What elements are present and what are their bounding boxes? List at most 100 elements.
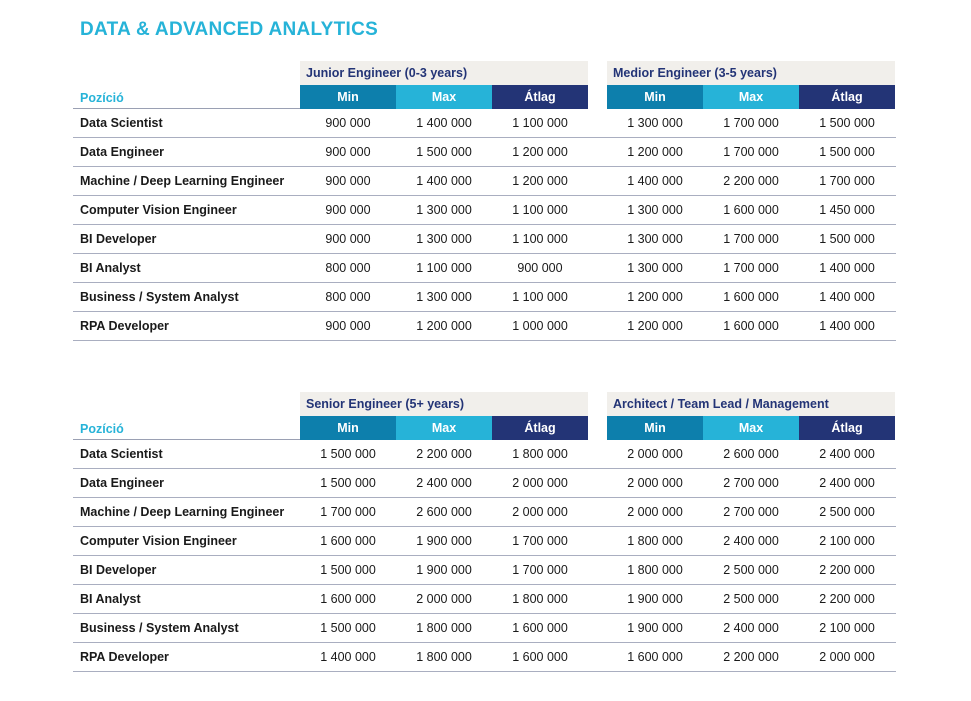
table-row: RPA Developer 900 000 1 200 000 1 000 000 1 …: [73, 312, 896, 341]
salary-cell-max: 2 500 000: [723, 563, 779, 577]
salary-cell-min: 1 500 000: [320, 447, 376, 461]
salary-cell-max: 1 200 000: [416, 319, 472, 333]
salary-cell-max: 2 400 000: [416, 476, 472, 490]
salary-cell-max: 2 400 000: [723, 621, 779, 635]
salary-cell-min: 900 000: [325, 174, 371, 188]
salary-cell-min: 1 800 000: [627, 563, 683, 577]
table-row: Computer Vision Engineer 1 600 000 1 900 0…: [73, 527, 896, 556]
salary-cell-max: 2 600 000: [416, 505, 472, 519]
salary-cell-min: 800 000: [325, 261, 371, 275]
position-name: RPA Developer: [80, 650, 169, 664]
salary-cell-avg: 2 100 000: [819, 534, 875, 548]
salary-cell-avg: 1 700 000: [819, 174, 875, 188]
table-row: Business / System Analyst 800 000 1 300 00…: [73, 283, 896, 312]
salary-cell-max: 1 500 000: [416, 145, 472, 159]
salary-cell-min: 2 000 000: [627, 505, 683, 519]
group-header: Medior Engineer (3-5 years): [607, 61, 895, 85]
salary-cell-max: 2 200 000: [723, 174, 779, 188]
salary-cell-avg: 1 000 000: [512, 319, 568, 333]
header-divider: [73, 439, 300, 440]
salary-cell-min: 1 200 000: [627, 319, 683, 333]
salary-cell-max: 2 600 000: [723, 447, 779, 461]
salary-cell-min: 1 400 000: [320, 650, 376, 664]
salary-cell-max: 2 200 000: [723, 650, 779, 664]
salary-cell-max: 2 000 000: [416, 592, 472, 606]
salary-cell-max: 2 700 000: [723, 476, 779, 490]
salary-cell-avg: 1 400 000: [819, 319, 875, 333]
salary-cell-max: 1 700 000: [723, 116, 779, 130]
table-row: Data Engineer 1 500 000 2 400 000 2 000 000…: [73, 469, 896, 498]
salary-cell-avg: 2 000 000: [512, 476, 568, 490]
position-column-header: Pozíció: [80, 91, 124, 105]
salary-cell-avg: 1 700 000: [512, 534, 568, 548]
salary-cell-avg: 2 000 000: [819, 650, 875, 664]
table-row: Machine / Deep Learning Engineer 900 000 1…: [73, 167, 896, 196]
salary-cell-max: 2 700 000: [723, 505, 779, 519]
salary-cell-min: 1 500 000: [320, 476, 376, 490]
column-header-max: Max: [396, 85, 492, 109]
table-row: Computer Vision Engineer 900 000 1 300 000…: [73, 196, 896, 225]
salary-cell-min: 1 800 000: [627, 534, 683, 548]
salary-cell-max: 1 100 000: [416, 261, 472, 275]
table-row: RPA Developer 1 400 000 1 800 000 1 600 000…: [73, 643, 896, 672]
column-header-max: Max: [703, 85, 799, 109]
salary-cell-avg: 2 100 000: [819, 621, 875, 635]
position-name: BI Developer: [80, 232, 157, 246]
page-title: DATA & ADVANCED ANALYTICS: [80, 19, 379, 40]
salary-cell-max: 1 400 000: [416, 174, 472, 188]
position-name: Data Engineer: [80, 145, 165, 159]
salary-cell-avg: 2 000 000: [512, 505, 568, 519]
table-row: BI Analyst 1 600 000 2 000 000 1 800 000 1 9…: [73, 585, 896, 614]
table-row: Data Scientist 1 500 000 2 200 000 1 800 00…: [73, 440, 896, 469]
salary-cell-min: 1 300 000: [627, 232, 683, 246]
table-body: Data Scientist 1 500 000 2 200 000 1 800 00…: [73, 440, 896, 672]
salary-cell-min: 1 600 000: [320, 592, 376, 606]
salary-cell-min: 1 200 000: [627, 145, 683, 159]
salary-cell-avg: 1 500 000: [819, 116, 875, 130]
salary-cell-min: 2 000 000: [627, 476, 683, 490]
salary-cell-avg: 1 500 000: [819, 145, 875, 159]
salary-cell-avg: 2 400 000: [819, 447, 875, 461]
position-name: Machine / Deep Learning Engineer: [80, 505, 285, 519]
column-header-min: Min: [607, 85, 703, 109]
position-name: RPA Developer: [80, 319, 169, 333]
salary-cell-max: 1 600 000: [723, 319, 779, 333]
salary-cell-max: 2 500 000: [723, 592, 779, 606]
salary-cell-avg: 1 100 000: [512, 203, 568, 217]
salary-cell-min: 1 900 000: [627, 621, 683, 635]
salary-cell-min: 1 200 000: [627, 290, 683, 304]
table-row: Data Scientist 900 000 1 400 000 1 100 000 1…: [73, 109, 896, 138]
column-header-max: Max: [703, 416, 799, 440]
salary-cell-min: 1 700 000: [320, 505, 376, 519]
salary-cell-avg: 1 600 000: [512, 621, 568, 635]
column-header-avg: Átlag: [492, 416, 588, 440]
salary-cell-min: 900 000: [325, 203, 371, 217]
salary-cell-max: 1 300 000: [416, 290, 472, 304]
table-row: Data Engineer 900 000 1 500 000 1 200 000 1 …: [73, 138, 896, 167]
salary-cell-min: 1 300 000: [627, 116, 683, 130]
table-row: Machine / Deep Learning Engineer 1 700 00…: [73, 498, 896, 527]
salary-cell-avg: 2 200 000: [819, 563, 875, 577]
salary-cell-max: 1 300 000: [416, 203, 472, 217]
salary-cell-avg: 1 800 000: [512, 447, 568, 461]
salary-cell-min: 1 500 000: [320, 621, 376, 635]
column-header-avg: Átlag: [799, 85, 895, 109]
salary-cell-max: 1 800 000: [416, 650, 472, 664]
table-row: BI Developer 1 500 000 1 900 000 1 700 000 1…: [73, 556, 896, 585]
salary-cell-min: 1 600 000: [627, 650, 683, 664]
salary-cell-max: 1 700 000: [723, 261, 779, 275]
column-header-min: Min: [607, 416, 703, 440]
column-header-avg: Átlag: [799, 416, 895, 440]
position-name: BI Analyst: [80, 261, 141, 275]
position-name: BI Developer: [80, 563, 157, 577]
salary-cell-avg: 1 600 000: [512, 650, 568, 664]
salary-cell-min: 2 000 000: [627, 447, 683, 461]
position-name: Computer Vision Engineer: [80, 203, 237, 217]
position-name: Business / System Analyst: [80, 290, 239, 304]
salary-cell-avg: 1 800 000: [512, 592, 568, 606]
salary-cell-min: 1 600 000: [320, 534, 376, 548]
salary-cell-avg: 1 200 000: [512, 145, 568, 159]
column-header-min: Min: [300, 85, 396, 109]
salary-cell-avg: 1 200 000: [512, 174, 568, 188]
position-name: BI Analyst: [80, 592, 141, 606]
